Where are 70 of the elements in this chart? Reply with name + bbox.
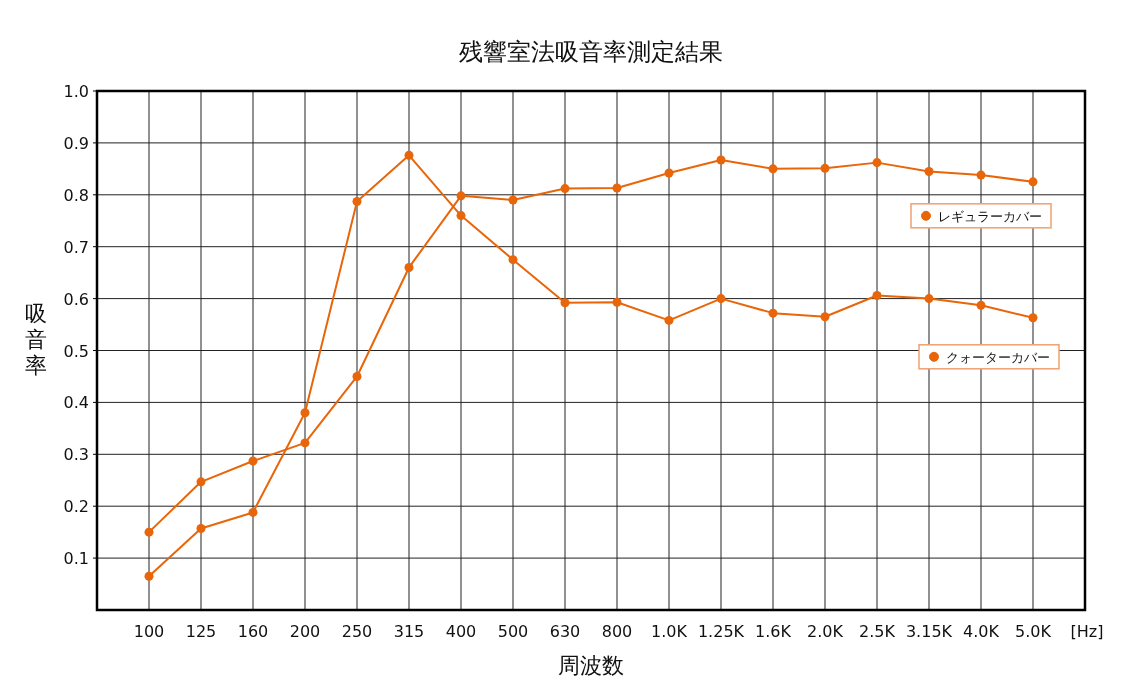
point (716, 155, 726, 165)
y-tick-label: 0.5 (63, 341, 89, 361)
x-tick-label: 200 (289, 622, 321, 641)
point (872, 158, 882, 168)
x-tick-label: 3.15K (905, 622, 953, 641)
point (560, 184, 570, 194)
point (300, 408, 310, 418)
point (924, 166, 934, 176)
x-tick-label: 1.25K (697, 622, 745, 641)
y-tick-label: 0.7 (63, 237, 89, 257)
point (352, 371, 362, 381)
y-tick-label: 0.4 (63, 393, 89, 413)
point (768, 164, 778, 174)
y-tick-label: 0.2 (63, 497, 89, 517)
chart-title: 残響室法吸音率測定結果 (459, 38, 723, 66)
x-tick-label: 315 (393, 622, 425, 641)
point (612, 297, 622, 307)
legend-label: レギュラーカバー (938, 208, 1042, 224)
point (404, 150, 414, 160)
legend-label: クォーターカバー (946, 349, 1050, 365)
point (664, 315, 674, 325)
point (248, 456, 258, 466)
x-tick-label: 630 (549, 622, 581, 641)
point (1028, 177, 1038, 187)
x-tick-label: 2.0K (807, 622, 844, 641)
x-tick-label: 800 (601, 622, 633, 641)
x-tick-label: 2.5K (859, 622, 896, 641)
point (820, 312, 830, 322)
x-tick-label: 1.6K (755, 622, 792, 641)
point (144, 527, 154, 537)
point (560, 298, 570, 308)
point (872, 290, 882, 300)
point (248, 507, 258, 517)
point (352, 197, 362, 207)
x-tick-label: 125 (185, 622, 217, 641)
x-tick-label: 1.0K (651, 622, 688, 641)
y-tick-label: 0.9 (63, 133, 89, 153)
point (196, 477, 206, 487)
point (508, 255, 518, 265)
point (300, 438, 310, 448)
point (612, 183, 622, 193)
point (924, 294, 934, 304)
x-tick-label: 160 (237, 622, 269, 641)
point (196, 524, 206, 534)
y-tick-label: 0.3 (63, 445, 89, 465)
point (456, 191, 466, 201)
x-tick-label: 500 (497, 622, 529, 641)
point (508, 195, 518, 205)
y-tick-label: 0.8 (63, 185, 89, 205)
y-axis-title: 吸音率 (25, 300, 47, 378)
point (768, 308, 778, 318)
point (976, 300, 986, 310)
text: [Hz] (1070, 622, 1104, 641)
y-tick-label: 1.0 (63, 82, 89, 101)
x-tick-label: 100 (133, 622, 165, 641)
x-tick-label: 250 (341, 622, 373, 641)
x-tick-label: 5.0K (1015, 622, 1052, 641)
point (820, 163, 830, 173)
y-tick-label: 0.1 (63, 549, 89, 569)
point (664, 168, 674, 178)
x-tick-label: 4.0K (963, 622, 1000, 641)
x-tick-label: 400 (445, 622, 477, 641)
point (1028, 313, 1038, 323)
point (404, 262, 414, 272)
y-tick-label: 0.6 (63, 289, 89, 309)
point (456, 211, 466, 221)
x-axis-title: 周波数 (558, 653, 624, 678)
point (976, 170, 986, 180)
point (144, 571, 154, 581)
point (716, 294, 726, 304)
